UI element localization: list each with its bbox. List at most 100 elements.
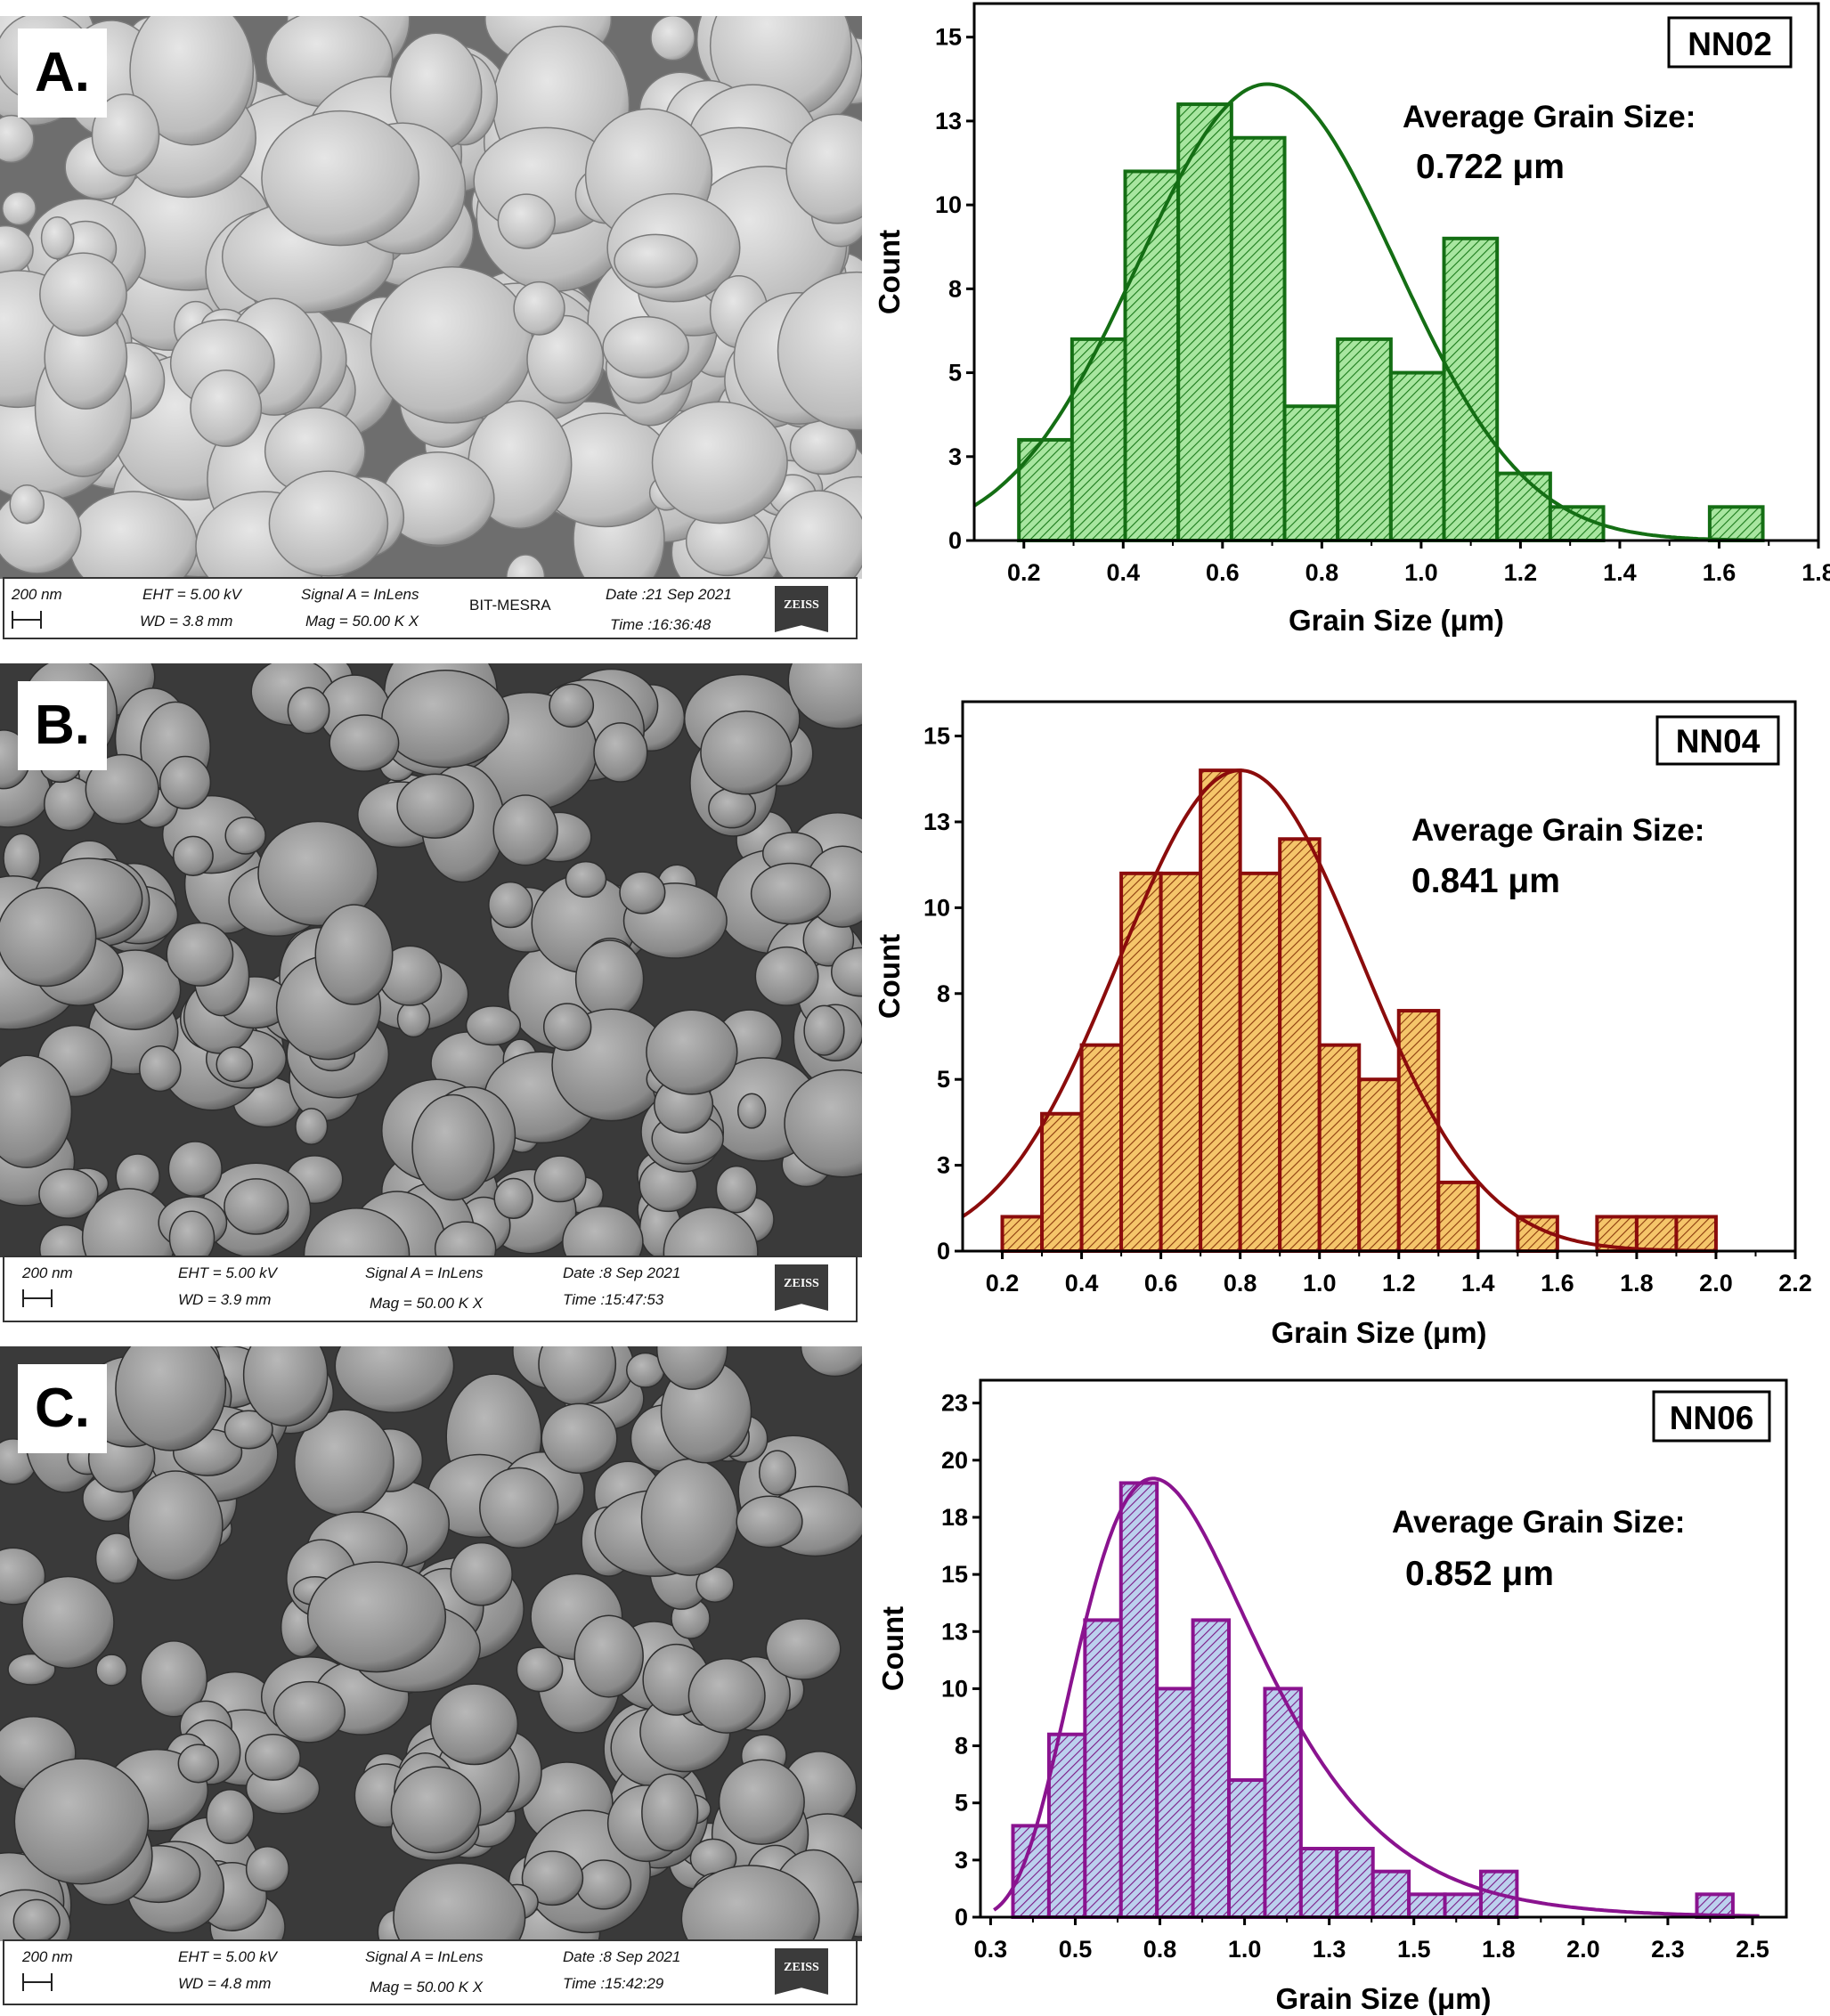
grain-shape — [334, 1346, 455, 1414]
sem-panel-b: B. — [0, 663, 862, 1257]
histogram-bar — [1443, 1892, 1483, 1919]
grain-shape — [190, 369, 263, 447]
histogram-bar — [1191, 1618, 1232, 1919]
x-tick-label: 1.5 — [1397, 1936, 1431, 1963]
zeiss-logo: ZEISS — [775, 1264, 828, 1311]
grain-shape — [21, 1575, 115, 1670]
grain-shape — [497, 193, 556, 249]
grain-shape — [758, 1450, 797, 1496]
y-tick-label: 15 — [923, 723, 950, 750]
sample-tag-box — [1667, 16, 1793, 69]
y-tick-label: 10 — [935, 191, 962, 218]
sem-info-bar: 200 nm EHT = 5.00 kV WD = 3.9 mm Signal … — [3, 1256, 858, 1322]
x-tick-label: 0.8 — [1224, 1270, 1257, 1297]
histogram-bar — [1123, 169, 1181, 542]
sample-tag-box — [1655, 715, 1780, 766]
fit-curve — [972, 82, 1763, 542]
grain-shape — [565, 860, 607, 898]
y-tick-label: 20 — [941, 1447, 968, 1474]
average-grain-size-value: 0.841 μm — [1411, 862, 1560, 900]
histogram-nn06: 0.3 0.5 0.8 1.0 1.3 1.5 1.8 2.0 2.3 2.5 0 3 5 8 10 13 15… — [876, 1378, 1788, 2015]
y-tick-label: 15 — [941, 1561, 968, 1588]
y-tick-label: 10 — [941, 1675, 968, 1702]
grain-shape — [430, 1683, 519, 1766]
x-tick-label: 1.8 — [1482, 1936, 1516, 1963]
grain-shape — [651, 401, 788, 524]
grain-shape — [38, 1168, 99, 1219]
mag-value: Mag = 50.00 K X — [370, 1979, 484, 1996]
grain-shape — [516, 1646, 564, 1693]
grain-shape — [562, 1206, 644, 1257]
x-tick-label: 1.8 — [1620, 1270, 1654, 1297]
grain-shape — [450, 1541, 513, 1606]
histogram-bar — [1298, 1847, 1339, 1919]
grain-shape — [641, 1773, 699, 1852]
grain-shape — [166, 922, 234, 987]
grain-shape — [206, 1789, 255, 1845]
grain-shape — [303, 1207, 411, 1257]
y-tick-label: 5 — [948, 360, 962, 386]
y-tick-label: 3 — [955, 1847, 968, 1874]
y-tick-label: 13 — [923, 809, 950, 835]
average-grain-size-label: Average Grain Size: — [1392, 1505, 1685, 1540]
grain-shape — [411, 1093, 495, 1201]
x-tick-label: 0.6 — [1144, 1270, 1178, 1297]
grain-shape — [687, 1657, 766, 1734]
grain-shape — [521, 1850, 584, 1906]
histogram-bar — [1238, 871, 1282, 1253]
sample-tag: NN02 — [1688, 26, 1772, 62]
x-tick-label: 0.6 — [1206, 559, 1240, 586]
grain-shape — [533, 1155, 587, 1203]
average-grain-size-value: 0.852 μm — [1405, 1555, 1554, 1593]
x-tick-label: 2.3 — [1651, 1936, 1685, 1963]
x-tick-label: 0.5 — [1059, 1936, 1093, 1963]
grain-shape — [663, 1207, 759, 1257]
histogram-bar — [1017, 437, 1074, 542]
y-tick-label: 8 — [937, 980, 950, 1007]
x-tick-label: 2.5 — [1736, 1936, 1769, 1963]
y-tick-label: 0 — [937, 1238, 950, 1264]
histogram-bar — [1118, 1481, 1159, 1920]
scale-bar-label: 200 nm — [22, 1264, 73, 1281]
grain-shape — [216, 1046, 254, 1083]
histogram-nn02: 0.2 0.4 0.6 0.8 1.0 1.2 1.4 1.6 1.8 0 3 5 8 10 13 15 Gra… — [873, 2, 1830, 637]
scale-bar-icon — [22, 1289, 53, 1307]
x-tick-label: 1.6 — [1541, 1270, 1574, 1297]
sem-info-bar: 200 nm EHT = 5.00 kV WD = 4.8 mm Signal … — [3, 1939, 858, 2005]
grain-shape — [1, 191, 37, 226]
histogram-bar — [1079, 1043, 1124, 1253]
grain-shape — [40, 216, 75, 260]
grain-shape — [718, 1759, 805, 1845]
histogram-bar — [1229, 135, 1287, 542]
x-tick-label: 0.2 — [986, 1270, 1020, 1297]
histogram-bar — [1495, 471, 1552, 542]
histogram-bar — [1336, 337, 1393, 542]
histogram-bar — [1396, 1009, 1441, 1253]
grain-shape — [390, 1766, 482, 1854]
histogram-bar — [1634, 1215, 1679, 1253]
institute-label: BIT-MESRA — [469, 597, 551, 614]
zeiss-logo: ZEISS — [775, 1948, 828, 1995]
x-tick-label: 1.3 — [1313, 1936, 1346, 1963]
date-value: Date :8 Sep 2021 — [563, 1264, 681, 1281]
y-tick-label: 3 — [937, 1152, 950, 1179]
histogram-bar — [1199, 768, 1242, 1253]
grain-shape — [602, 316, 689, 378]
y-tick-label: 8 — [948, 275, 962, 302]
grain-shape — [619, 871, 666, 915]
grain-shape — [488, 881, 533, 929]
mag-value: Mag = 50.00 K X — [305, 613, 419, 630]
grain-shape — [737, 1093, 767, 1129]
grain-shape — [831, 947, 862, 997]
x-tick-label: 1.0 — [1404, 559, 1438, 586]
y-tick-label: 23 — [941, 1390, 968, 1417]
grain-shape — [329, 714, 400, 772]
panel-label: C. — [18, 1364, 107, 1453]
time-value: Time :16:36:48 — [610, 616, 712, 633]
histogram-bar — [1155, 1687, 1195, 1920]
histogram-bar — [1159, 871, 1203, 1253]
grain-shape — [736, 1495, 803, 1549]
sem-micrograph — [0, 663, 862, 1257]
grain-shape — [168, 1210, 216, 1257]
grain-shape — [314, 904, 394, 1005]
